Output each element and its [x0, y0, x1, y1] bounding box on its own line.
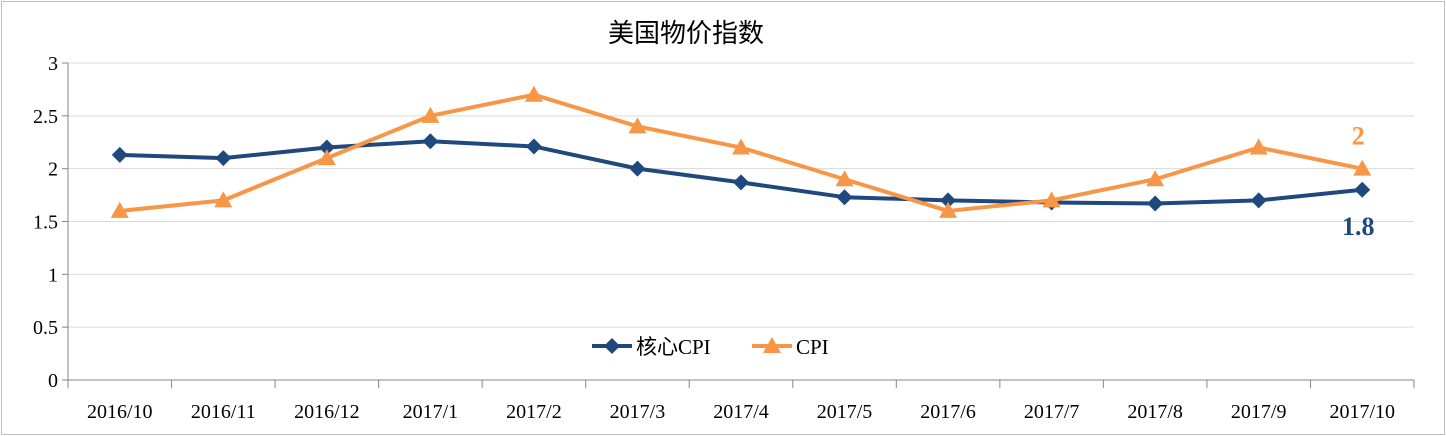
- data-point-triangle: [628, 117, 647, 134]
- x-tick-label: 2016/12: [294, 401, 360, 423]
- x-tick-label: 2017/9: [1231, 401, 1287, 423]
- x-tick-label: 2017/6: [920, 401, 976, 423]
- data-point-diamond: [1147, 195, 1164, 212]
- x-tick-label: 2017/7: [1024, 401, 1080, 423]
- x-tick-label: 2016/10: [87, 401, 153, 423]
- data-point-diamond: [422, 133, 439, 150]
- data-point-diamond: [836, 189, 853, 206]
- data-point-diamond: [318, 139, 335, 156]
- legend-label: 核心CPI: [636, 335, 711, 359]
- data-point-triangle: [732, 138, 750, 155]
- data-point-triangle: [1353, 159, 1372, 176]
- data-point-triangle: [939, 201, 958, 218]
- x-tick-label: 2017/10: [1329, 401, 1395, 423]
- data-point-diamond: [111, 146, 128, 163]
- data-point-triangle: [214, 191, 233, 208]
- y-tick-label: 1.5: [33, 212, 58, 234]
- x-tick-label: 2017/8: [1127, 401, 1183, 423]
- x-tick-label: 2017/5: [817, 401, 873, 423]
- x-tick-label: 2017/2: [506, 401, 562, 423]
- data-point-triangle: [835, 170, 854, 187]
- y-tick-label: 0.5: [33, 317, 58, 339]
- data-point-diamond: [604, 338, 620, 354]
- end-data-label: 1.8: [1342, 212, 1375, 241]
- data-point-diamond: [629, 160, 646, 177]
- x-tick-label: 2017/3: [610, 401, 666, 423]
- data-point-diamond: [733, 174, 749, 191]
- chart-title: 美国物价指数: [608, 19, 764, 49]
- data-point-diamond: [215, 150, 232, 167]
- data-point-triangle: [317, 149, 336, 166]
- end-data-label: 2: [1352, 122, 1365, 151]
- data-point-diamond: [525, 138, 542, 155]
- data-point-triangle: [1146, 170, 1165, 187]
- y-tick-label: 2: [48, 159, 58, 181]
- y-tick-label: 2.5: [33, 106, 58, 128]
- x-tick-label: 2017/4: [713, 401, 769, 423]
- y-tick-label: 3: [48, 53, 58, 75]
- x-tick-label: 2016/11: [191, 401, 256, 423]
- data-point-diamond: [1354, 181, 1371, 198]
- y-tick-label: 1: [48, 264, 58, 286]
- x-tick-label: 2017/1: [403, 401, 459, 423]
- y-tick-label: 0: [48, 370, 58, 392]
- data-point-diamond: [1250, 192, 1267, 209]
- data-point-triangle: [1042, 191, 1061, 208]
- legend-label: CPI: [796, 335, 829, 359]
- data-point-diamond: [940, 192, 957, 209]
- data-point-triangle: [421, 106, 440, 123]
- data-point-triangle: [524, 85, 543, 102]
- data-point-triangle: [1249, 138, 1268, 155]
- data-point-triangle: [110, 201, 129, 218]
- data-point-triangle: [763, 337, 781, 353]
